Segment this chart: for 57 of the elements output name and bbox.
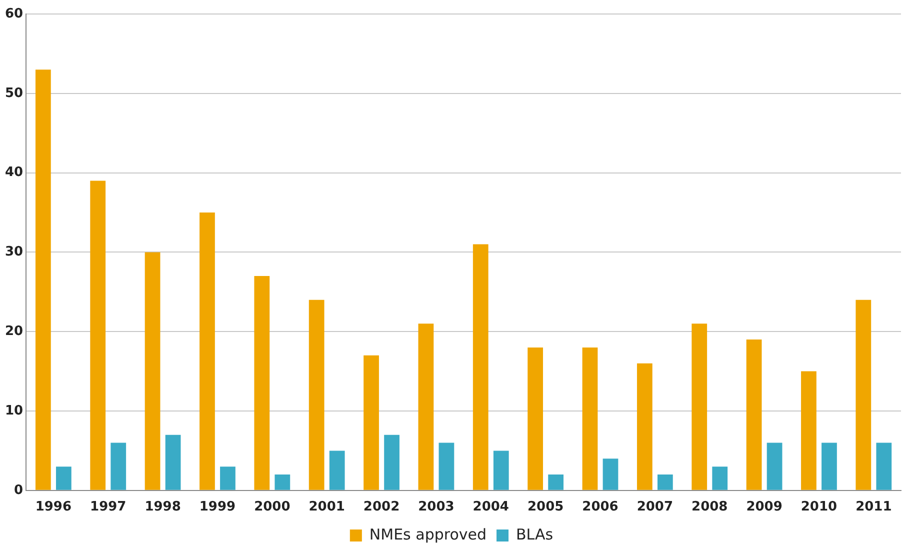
bar — [856, 300, 872, 490]
bar — [56, 466, 72, 490]
bar — [876, 442, 892, 490]
bar — [692, 324, 708, 490]
bar — [766, 442, 782, 490]
bar — [200, 212, 215, 490]
x-tick-label: 1997 — [90, 500, 126, 515]
y-tick-label: 30 — [4, 244, 24, 260]
x-tick-label: 1998 — [144, 500, 181, 515]
legend-label: BLAs — [516, 525, 554, 544]
x-tick-label: 2008 — [692, 500, 728, 515]
bar — [35, 70, 51, 490]
bar — [384, 434, 400, 490]
bar — [274, 474, 290, 490]
bar — [308, 300, 324, 490]
y-tick-label: 0 — [14, 482, 24, 498]
bar — [418, 324, 434, 490]
y-tick-label: 40 — [4, 165, 24, 180]
bar — [801, 371, 816, 490]
bar — [528, 347, 544, 490]
bar — [472, 244, 488, 490]
y-tick-label: 50 — [4, 86, 24, 101]
bar — [636, 363, 652, 490]
x-tick-label: 1999 — [199, 500, 236, 515]
legend-label: NMEs approved — [369, 525, 487, 544]
x-tick-label: 2004 — [472, 500, 509, 515]
bar — [438, 442, 454, 490]
bar — [144, 252, 160, 490]
bar — [220, 466, 236, 490]
x-tick-label: 2006 — [582, 500, 618, 515]
x-tick-label: 2003 — [418, 500, 454, 515]
bar — [602, 458, 618, 490]
bar — [329, 450, 345, 490]
bar — [582, 347, 598, 490]
bar — [822, 442, 837, 490]
bar — [712, 466, 728, 490]
x-tick-label: 1996 — [35, 500, 72, 515]
x-tick-label: 2001 — [308, 500, 345, 515]
x-tick-label: 2010 — [800, 500, 838, 515]
bar — [493, 450, 509, 490]
bar — [657, 474, 673, 490]
y-tick-label: 60 — [4, 6, 24, 22]
bar — [90, 180, 106, 490]
bar — [548, 474, 564, 490]
bar — [165, 434, 181, 490]
x-tick-label: 2005 — [527, 500, 564, 515]
bar — [254, 276, 270, 490]
bar — [746, 340, 762, 490]
y-tick-label: 20 — [4, 324, 24, 339]
bar — [110, 442, 126, 490]
y-tick-label: 10 — [4, 403, 24, 418]
x-tick-label: 2009 — [746, 500, 782, 515]
x-tick-label: 2011 — [856, 500, 892, 515]
bar — [364, 355, 379, 490]
x-tick-label: 2000 — [254, 500, 290, 515]
x-tick-label: 2002 — [363, 500, 400, 515]
x-tick-label: 2007 — [636, 500, 674, 515]
